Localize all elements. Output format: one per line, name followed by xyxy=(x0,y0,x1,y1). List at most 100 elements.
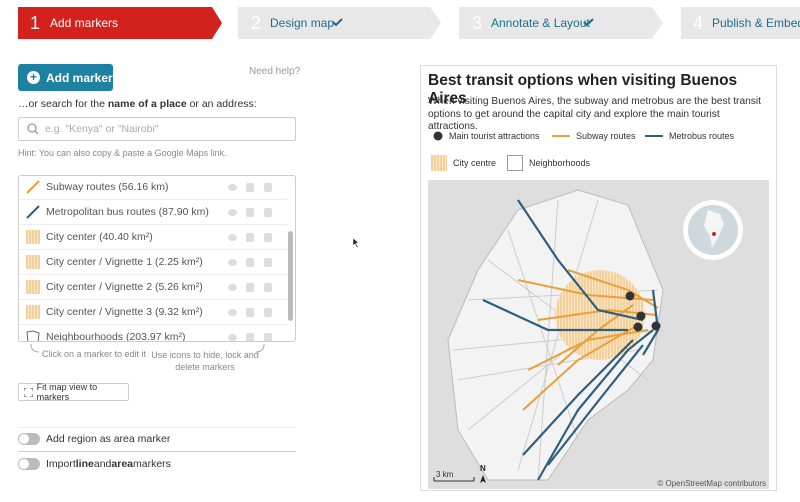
step-4[interactable] xyxy=(681,7,800,39)
text: or an address: xyxy=(186,98,257,110)
lock-icon[interactable] xyxy=(246,308,254,317)
lock-icon[interactable] xyxy=(246,333,254,341)
fit-icon xyxy=(24,387,33,397)
legend-label: Subway routes xyxy=(576,131,636,141)
button-label: Fit map view to markers xyxy=(36,382,98,402)
delete-icon[interactable] xyxy=(264,183,272,192)
search-label: …or search for the name of a place or an… xyxy=(18,98,257,110)
legend-line xyxy=(645,135,663,137)
add-marker-button[interactable]: + Add marker xyxy=(18,64,113,91)
line-icon xyxy=(26,180,40,194)
delete-icon[interactable] xyxy=(264,208,272,217)
delete-icon[interactable] xyxy=(264,233,272,242)
hide-icon[interactable] xyxy=(228,334,237,341)
toggle[interactable] xyxy=(18,433,40,445)
toggle-row[interactable]: Add region as area marker xyxy=(18,433,170,445)
button-label: Add marker xyxy=(46,70,113,85)
text-bold: line xyxy=(75,458,94,470)
lock-icon[interactable] xyxy=(246,183,254,192)
hide-icon[interactable] xyxy=(228,234,237,241)
legend-item: Neighborhoods xyxy=(507,155,590,171)
step-label: Publish & Embed xyxy=(712,16,800,30)
area-icon xyxy=(26,230,40,244)
legend-item: Metrobus routes xyxy=(645,131,734,141)
marker-label: Metropolitan bus routes (87.90 km) xyxy=(46,206,209,218)
legend-label: City centre xyxy=(453,158,497,168)
lock-icon[interactable] xyxy=(246,258,254,267)
text: Import xyxy=(46,458,76,470)
marker-label: Neighbourhoods (203.97 km²) xyxy=(46,331,186,342)
check-icon xyxy=(332,18,343,27)
plus-icon: + xyxy=(27,71,40,84)
text: markers xyxy=(133,458,171,470)
attribution: © OpenStreetMap contributors xyxy=(657,479,766,488)
lock-icon[interactable] xyxy=(246,233,254,242)
toggle[interactable] xyxy=(18,458,40,470)
marker-label: City center / Vignette 3 (9.32 km²) xyxy=(46,306,203,318)
hide-icon[interactable] xyxy=(228,184,237,191)
step-number: 2 xyxy=(251,13,261,33)
legend-item: Main tourist attractions xyxy=(433,131,540,141)
step-2[interactable] xyxy=(238,7,441,39)
search-icon xyxy=(27,123,39,135)
legend-label: Neighborhoods xyxy=(529,158,591,168)
marker-row[interactable]: Metropolitan bus routes (87.90 km) xyxy=(19,200,287,225)
legend-item: City centre xyxy=(431,155,496,171)
marker-label: City center (40.40 km²) xyxy=(46,231,153,243)
step-bar: 1 Add markers 2 Design map 3 Annotate & … xyxy=(18,7,800,39)
text-bold: name of a place xyxy=(107,98,187,110)
marker-row[interactable]: City center / Vignette 3 (9.32 km²) xyxy=(19,300,287,325)
divider xyxy=(18,427,296,428)
toggle-label: Add region as area marker xyxy=(46,433,171,445)
divider xyxy=(18,451,296,452)
marker-row[interactable]: Subway routes (56.16 km) xyxy=(19,176,287,200)
lock-icon[interactable] xyxy=(246,208,254,217)
hide-icon[interactable] xyxy=(228,259,237,266)
legend-dot xyxy=(433,131,443,141)
step-number: 3 xyxy=(472,13,482,33)
hide-icon[interactable] xyxy=(228,309,237,316)
map-description: When visiting Buenos Aires, the subway a… xyxy=(428,96,761,132)
delete-icon[interactable] xyxy=(264,333,272,341)
marker-list: Neighbourhoods (203.97 km²) City center /… xyxy=(18,175,296,342)
scale-label: 3 km xyxy=(436,470,454,479)
area-icon xyxy=(26,280,40,294)
scrollbar xyxy=(288,231,293,321)
hint-arrows xyxy=(30,343,265,353)
legend-box xyxy=(507,155,523,171)
text-bold: area xyxy=(111,458,133,470)
hide-icon[interactable] xyxy=(228,284,237,291)
placeholder: e.g. "Kenya" or "Nairobi" xyxy=(45,123,159,135)
text: …or search for the xyxy=(18,98,108,110)
fit-view-button[interactable]: Fit map view to markers xyxy=(18,382,129,402)
hide-icon[interactable] xyxy=(228,209,237,216)
marker-row[interactable]: City center / Vignette 2 (5.26 km²) xyxy=(19,275,287,300)
delete-icon[interactable] xyxy=(264,283,272,292)
legend-item: Subway routes xyxy=(552,131,636,141)
marker-label: City center / Vignette 1 (2.25 km²) xyxy=(46,256,203,268)
marker-row[interactable]: City center (40.40 km²) xyxy=(19,225,287,250)
delete-icon[interactable] xyxy=(264,258,272,267)
lock-icon[interactable] xyxy=(246,283,254,292)
help-link[interactable]: Need help? xyxy=(249,66,301,77)
legend-label: Main tourist attractions xyxy=(449,131,540,141)
step-3[interactable] xyxy=(459,7,663,39)
area-icon xyxy=(26,255,40,269)
legend-hatch xyxy=(431,155,447,171)
area-icon xyxy=(26,305,40,319)
list-hint: Use icons to hide, lock and delete marke… xyxy=(151,350,259,372)
step-label: Annotate & Layout xyxy=(491,16,590,30)
preview-card: Best transit options when visiting Bueno… xyxy=(420,65,777,491)
delete-icon[interactable] xyxy=(264,308,272,317)
map: 3 km N © OpenStreetMap contributors xyxy=(428,180,769,489)
marker-row[interactable]: City center / Vignette 1 (2.25 km²) xyxy=(19,250,287,275)
search-input[interactable]: e.g. "Kenya" or "Nairobi" xyxy=(18,117,296,141)
search-hint: Hint: You can also copy & paste a Google… xyxy=(18,148,227,158)
marker-row[interactable]: Neighbourhoods (203.97 km²) xyxy=(19,325,287,342)
toggle-row[interactable]: Import line and area markers xyxy=(18,458,171,470)
text: and xyxy=(93,458,112,470)
step-1[interactable] xyxy=(18,7,222,39)
area-icon xyxy=(26,330,40,341)
north-label: N xyxy=(480,464,486,473)
